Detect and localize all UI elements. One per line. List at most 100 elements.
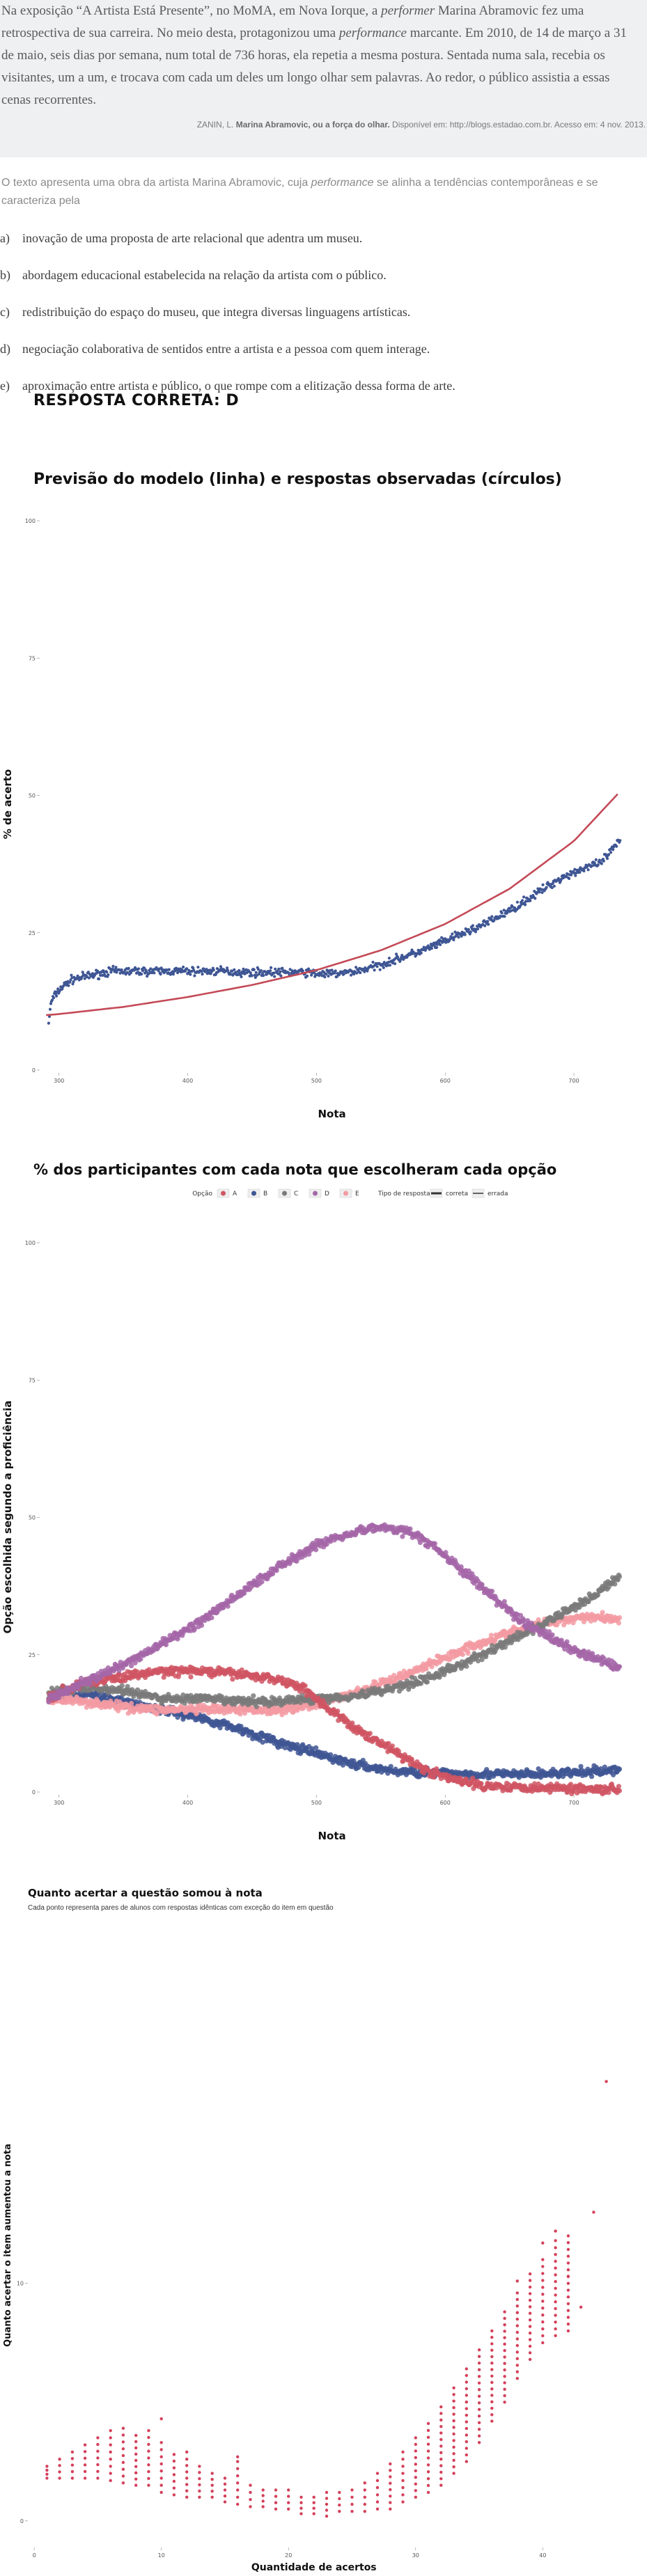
x-tick-label: 30	[412, 2552, 419, 2559]
data-point	[382, 966, 385, 969]
data-point	[401, 2458, 405, 2461]
chart3-title: Quanto acertar a questão somou à nota	[28, 1887, 263, 1899]
data-point	[554, 2307, 557, 2311]
y-tick-label: 25	[29, 1652, 36, 1658]
data-point	[602, 1764, 608, 1770]
data-point	[236, 2467, 240, 2470]
data-point	[125, 1683, 130, 1689]
quote-fragment: marcante. Em 2010, de 14 de março a 31 d…	[1, 26, 627, 107]
data-point	[452, 2412, 455, 2416]
data-point	[401, 2485, 405, 2490]
data-point	[616, 1664, 623, 1670]
data-point	[45, 2476, 49, 2480]
data-point	[426, 2483, 430, 2488]
data-point	[439, 2418, 443, 2422]
data-point	[172, 2453, 176, 2456]
data-point	[325, 2514, 329, 2518]
data-point	[223, 2500, 227, 2504]
data-point	[554, 2293, 557, 2297]
option-d[interactable]: d) negociação colaborativa de sentidos en…	[0, 342, 430, 356]
data-point	[236, 2495, 240, 2499]
data-point	[60, 1683, 65, 1689]
data-point	[363, 2495, 366, 2499]
data-point	[401, 2472, 405, 2475]
data-point	[492, 918, 496, 922]
data-point	[399, 958, 403, 961]
data-point	[439, 2470, 443, 2474]
data-point	[615, 845, 618, 848]
data-point	[375, 2507, 380, 2511]
data-point	[566, 2234, 570, 2238]
data-point	[503, 2310, 506, 2314]
data-point	[515, 2364, 519, 2367]
data-point	[375, 2493, 380, 2497]
data-point	[121, 2467, 125, 2471]
data-point	[602, 859, 606, 863]
data-point	[299, 2501, 303, 2504]
data-point	[541, 2265, 545, 2268]
data-point	[48, 1007, 52, 1011]
data-point	[185, 2450, 189, 2454]
data-point	[594, 858, 598, 861]
data-point	[475, 1658, 481, 1664]
data-point	[528, 2351, 532, 2355]
data-point	[439, 2412, 443, 2415]
data-point	[536, 1766, 541, 1772]
data-point	[432, 1541, 438, 1546]
data-point	[515, 2279, 519, 2283]
data-point	[451, 932, 454, 936]
data-point	[389, 2481, 392, 2485]
data-point	[481, 922, 485, 926]
data-point	[465, 2453, 468, 2457]
quote-source: ZANIN, L. Marina Abramovic, ou a força d…	[197, 120, 646, 129]
data-point	[88, 1681, 93, 1687]
data-point	[612, 1581, 618, 1587]
data-point	[96, 2463, 100, 2467]
data-point	[439, 2425, 443, 2428]
data-point	[457, 936, 460, 939]
data-point	[393, 962, 397, 966]
data-point	[463, 933, 467, 936]
data-point	[578, 870, 582, 874]
option-c[interactable]: c) redistribuição do espaço do museu, que…	[0, 305, 410, 320]
data-point	[149, 967, 153, 971]
data-point	[83, 2476, 87, 2480]
data-point	[469, 930, 472, 934]
data-point	[159, 2469, 163, 2473]
data-point	[529, 899, 532, 902]
data-point	[340, 1762, 346, 1768]
quote-box: Na exposição “A Artista Está Presente”, …	[0, 0, 647, 157]
data-point	[302, 1683, 308, 1688]
data-point	[465, 2413, 468, 2417]
data-point	[83, 2450, 87, 2453]
data-point	[503, 2394, 506, 2398]
option-b[interactable]: b) abordagem educacional estabelecida na …	[0, 268, 387, 283]
option-a[interactable]: a) inovação de uma proposta de arte relac…	[0, 231, 362, 246]
data-point	[515, 2350, 519, 2354]
data-point	[465, 2420, 468, 2424]
data-point	[529, 1620, 534, 1626]
x-tick-label: 400	[182, 1800, 193, 1806]
data-point	[515, 2298, 519, 2301]
data-point	[363, 2510, 366, 2513]
data-point	[279, 970, 282, 973]
data-point	[426, 2421, 430, 2426]
data-point	[528, 2318, 532, 2322]
data-point	[305, 974, 309, 977]
data-point	[159, 2483, 163, 2487]
option-e[interactable]: e) aproximação entre artista e público, o…	[0, 379, 455, 393]
data-point	[574, 874, 577, 877]
data-point	[196, 966, 200, 969]
data-point	[105, 971, 109, 974]
data-point	[359, 971, 362, 975]
data-point	[588, 1618, 594, 1624]
data-point	[236, 2481, 240, 2485]
data-point	[45, 2472, 49, 2476]
source-author: ZANIN, L.	[196, 120, 236, 129]
data-point	[366, 969, 369, 973]
data-point	[188, 1674, 194, 1680]
option-text: redistribuição do espaço do museu, que i…	[22, 305, 411, 319]
question-prompt: O texto apresenta uma obra da artista Ma…	[1, 174, 628, 210]
data-point	[592, 2210, 595, 2214]
data-point	[72, 980, 75, 984]
